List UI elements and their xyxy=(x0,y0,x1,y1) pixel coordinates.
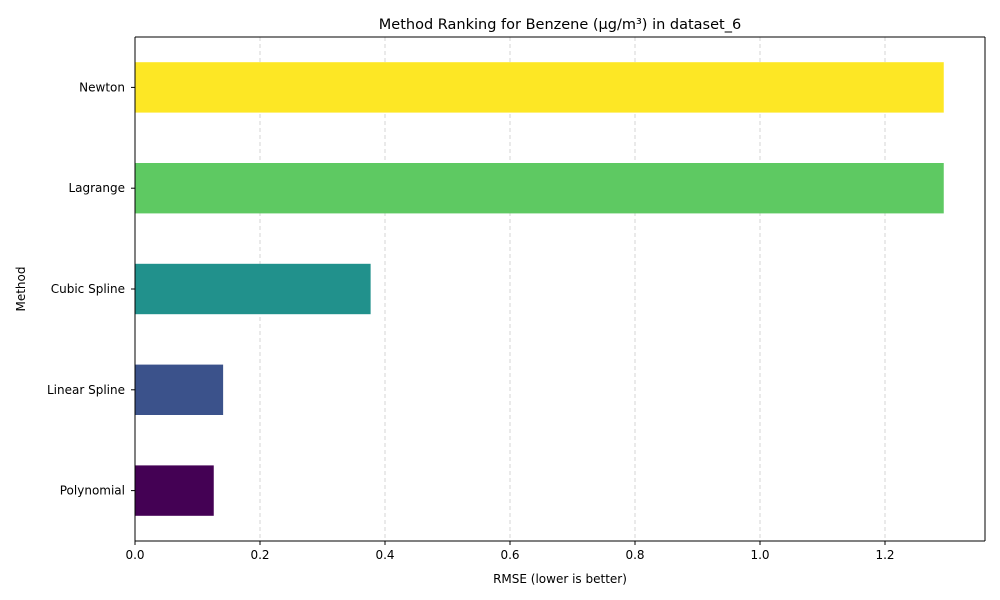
bar-newton xyxy=(135,62,944,113)
y-tick-label: Lagrange xyxy=(68,181,125,195)
y-axis-title: Method xyxy=(14,266,28,311)
x-tick-label: 0.6 xyxy=(500,548,519,562)
x-tick-label: 1.2 xyxy=(875,548,894,562)
bar-linear-spline xyxy=(135,364,224,415)
bars xyxy=(135,62,944,516)
x-tick-label: 0.8 xyxy=(625,548,644,562)
bar-polynomial xyxy=(135,465,214,516)
axes xyxy=(134,36,986,542)
x-tick-label: 0.0 xyxy=(125,548,144,562)
y-tick-label: Newton xyxy=(79,80,125,94)
y-tick-label: Linear Spline xyxy=(47,383,125,397)
bar-cubic-spline xyxy=(135,263,371,315)
grid-lines xyxy=(134,37,886,541)
y-tick-label: Polynomial xyxy=(60,484,125,498)
x-tick-label: 0.2 xyxy=(250,548,269,562)
bar-lagrange xyxy=(135,163,944,214)
ticks: 0.0 0.2 0.4 0.6 0.8 1.0 1.2 Polynomial Linear Sp… xyxy=(47,80,895,562)
chart-title: Method Ranking for Benzene (µg/m³) in da… xyxy=(379,17,741,33)
x-tick-label: 1.0 xyxy=(750,548,769,562)
x-tick-label: 0.4 xyxy=(375,548,394,562)
y-tick-label: Cubic Spline xyxy=(51,282,125,296)
x-axis-title: RMSE (lower is better) xyxy=(493,572,627,586)
